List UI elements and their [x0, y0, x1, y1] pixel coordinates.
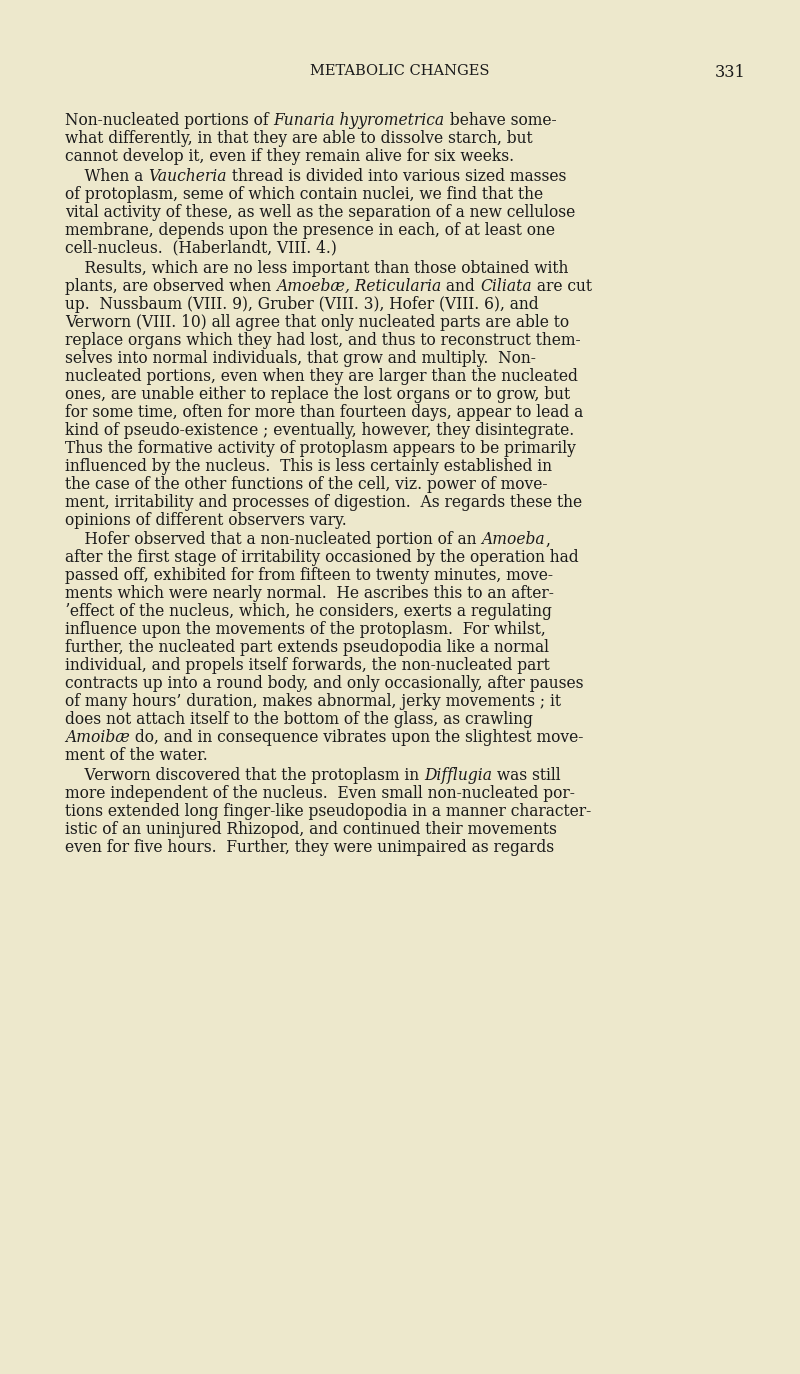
- Text: replace organs which they had lost, and thus to reconstruct them-: replace organs which they had lost, and …: [65, 331, 581, 349]
- Text: influenced by the nucleus.  This is less certainly established in: influenced by the nucleus. This is less …: [65, 458, 552, 474]
- Text: what differently, in that they are able to dissolve starch, but: what differently, in that they are able …: [65, 131, 533, 147]
- Text: Results, which are no less important than those obtained with: Results, which are no less important tha…: [65, 260, 568, 276]
- Text: after the first stage of irritability occasioned by the operation had: after the first stage of irritability oc…: [65, 550, 578, 566]
- Text: and: and: [442, 278, 480, 294]
- Text: When a: When a: [65, 168, 148, 184]
- Text: Vaucheria: Vaucheria: [148, 168, 226, 184]
- Text: plants, are observed when: plants, are observed when: [65, 278, 276, 294]
- Text: individual, and propels itself forwards, the non-nucleated part: individual, and propels itself forwards,…: [65, 657, 550, 675]
- Text: behave some-: behave some-: [445, 113, 556, 129]
- Text: opinions of different observers vary.: opinions of different observers vary.: [65, 511, 346, 529]
- Text: Thus the formative activity of protoplasm appears to be primarily: Thus the formative activity of protoplas…: [65, 440, 576, 456]
- Text: even for five hours.  Further, they were unimpaired as regards: even for five hours. Further, they were …: [65, 840, 554, 856]
- Text: ment of the water.: ment of the water.: [65, 747, 208, 764]
- Text: cell-nucleus.  (Haberlandt, VIII. 4.): cell-nucleus. (Haberlandt, VIII. 4.): [65, 240, 337, 257]
- Text: ments which were nearly normal.  He ascribes this to an after-: ments which were nearly normal. He ascri…: [65, 585, 554, 602]
- Text: further, the nucleated part extends pseudopodia like a normal: further, the nucleated part extends pseu…: [65, 639, 549, 657]
- Text: was still: was still: [492, 767, 561, 785]
- Text: membrane, depends upon the presence in each, of at least one: membrane, depends upon the presence in e…: [65, 221, 555, 239]
- Text: vital activity of these, as well as the separation of a new cellulose: vital activity of these, as well as the …: [65, 203, 575, 221]
- Text: METABOLIC CHANGES: METABOLIC CHANGES: [310, 65, 490, 78]
- Text: kind of pseudo-existence ; eventually, however, they disintegrate.: kind of pseudo-existence ; eventually, h…: [65, 422, 574, 438]
- Text: are cut: are cut: [532, 278, 592, 294]
- Text: for some time, often for more than fourteen days, appear to lead a: for some time, often for more than fourt…: [65, 404, 583, 420]
- Text: Verworn (VIII. 10) all agree that only nucleated parts are able to: Verworn (VIII. 10) all agree that only n…: [65, 313, 569, 331]
- Text: cannot develop it, even if they remain alive for six weeks.: cannot develop it, even if they remain a…: [65, 148, 514, 165]
- Text: nucleated portions, even when they are larger than the nucleated: nucleated portions, even when they are l…: [65, 368, 578, 385]
- Text: does not attach itself to the bottom of the glass, as crawling: does not attach itself to the bottom of …: [65, 712, 533, 728]
- Text: the case of the other functions of the cell, viz. power of move-: the case of the other functions of the c…: [65, 475, 547, 493]
- Text: ʼeffect of the nucleus, which, he considers, exerts a regulating: ʼeffect of the nucleus, which, he consid…: [65, 603, 552, 621]
- Text: ones, are unable either to replace the lost organs or to grow, but: ones, are unable either to replace the l…: [65, 386, 570, 403]
- Text: contracts up into a round body, and only occasionally, after pauses: contracts up into a round body, and only…: [65, 676, 583, 692]
- Text: ment, irritability and processes of digestion.  As regards these the: ment, irritability and processes of dige…: [65, 493, 582, 511]
- Text: Verworn discovered that the protoplasm in: Verworn discovered that the protoplasm i…: [65, 767, 424, 785]
- Text: of many hours’ duration, makes abnormal, jerky movements ; it: of many hours’ duration, makes abnormal,…: [65, 694, 561, 710]
- Text: do, and in consequence vibrates upon the slightest move-: do, and in consequence vibrates upon the…: [130, 730, 583, 746]
- Text: thread is divided into various sized masses: thread is divided into various sized mas…: [226, 168, 566, 184]
- Text: ,: ,: [545, 532, 550, 548]
- Text: istic of an uninjured Rhizopod, and continued their movements: istic of an uninjured Rhizopod, and cont…: [65, 822, 557, 838]
- Text: more independent of the nucleus.  Even small non-nucleated por-: more independent of the nucleus. Even sm…: [65, 785, 575, 802]
- Text: 331: 331: [714, 65, 745, 81]
- Text: Amoeba: Amoeba: [482, 532, 545, 548]
- Text: Hofer observed that a non-nucleated portion of an: Hofer observed that a non-nucleated port…: [65, 532, 482, 548]
- Text: of protoplasm, seme of which contain nuclei, we find that the: of protoplasm, seme of which contain nuc…: [65, 185, 543, 203]
- Text: Difflugia: Difflugia: [424, 767, 492, 785]
- Text: selves into normal individuals, that grow and multiply.  Non-: selves into normal individuals, that gro…: [65, 349, 536, 367]
- Text: Amoebæ, Reticularia: Amoebæ, Reticularia: [276, 278, 442, 294]
- Text: Amoibæ: Amoibæ: [65, 730, 130, 746]
- Text: tions extended long finger-like pseudopodia in a manner character-: tions extended long finger-like pseudopo…: [65, 804, 591, 820]
- Text: Non-nucleated portions of: Non-nucleated portions of: [65, 113, 274, 129]
- Text: up.  Nussbaum (VIII. 9), Gruber (VIII. 3), Hofer (VIII. 6), and: up. Nussbaum (VIII. 9), Gruber (VIII. 3)…: [65, 295, 538, 313]
- Text: influence upon the movements of the protoplasm.  For whilst,: influence upon the movements of the prot…: [65, 621, 546, 639]
- Text: Ciliata: Ciliata: [480, 278, 532, 294]
- Text: passed off, exhibited for from fifteen to twenty minutes, move-: passed off, exhibited for from fifteen t…: [65, 567, 553, 584]
- Text: Funaria hyyrometrica: Funaria hyyrometrica: [274, 113, 445, 129]
